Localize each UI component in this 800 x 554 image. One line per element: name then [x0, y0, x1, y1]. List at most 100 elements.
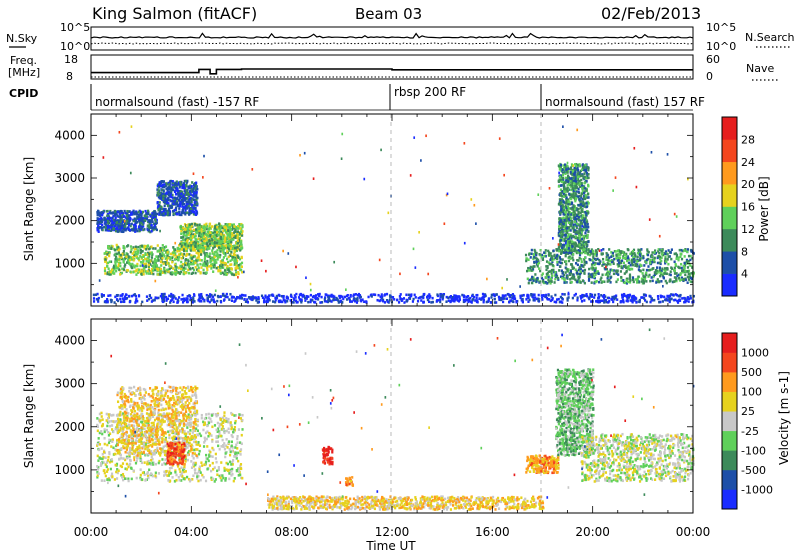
data-cell [146, 258, 149, 261]
data-cell [139, 251, 142, 255]
data-cell [576, 258, 579, 262]
data-cell [561, 258, 564, 261]
data-cell [109, 272, 112, 276]
data-cell [213, 230, 216, 234]
data-cell [161, 253, 165, 257]
data-cell [445, 295, 448, 299]
data-cell [631, 260, 634, 264]
data-cell [577, 234, 581, 237]
data-cell [374, 293, 377, 297]
data-cell [110, 219, 114, 222]
data-cell [587, 196, 590, 199]
data-cell [567, 202, 570, 206]
data-cell [647, 265, 650, 268]
data-cell [295, 292, 298, 296]
data-cell [560, 261, 564, 265]
data-cell [115, 257, 118, 261]
data-cell [587, 275, 590, 278]
data-cell [122, 224, 125, 227]
data-cell [185, 202, 188, 205]
data-cell [658, 261, 661, 265]
data-cell [108, 260, 111, 264]
data-cell [197, 249, 200, 252]
data-cell [186, 295, 189, 298]
data-cell [184, 271, 187, 275]
data-cell [157, 193, 160, 197]
data-cell [578, 272, 582, 276]
data-cell [96, 213, 99, 217]
data-cell [133, 223, 136, 227]
data-cell [631, 252, 634, 256]
data-cell [573, 249, 576, 253]
data-cell [581, 295, 584, 299]
data-cell [152, 247, 155, 250]
data-cell [429, 295, 432, 298]
data-cell [530, 252, 533, 256]
data-cell [122, 215, 126, 218]
data-cell [191, 235, 194, 238]
data-cell [232, 273, 236, 277]
data-cell [112, 269, 115, 272]
data-cell [581, 167, 584, 171]
data-cell [234, 228, 237, 232]
data-cell [137, 245, 140, 249]
data-cell [209, 295, 212, 298]
data-cell [241, 270, 244, 274]
data-cell [627, 267, 630, 271]
data-cell [171, 199, 174, 203]
data-cell [594, 262, 597, 265]
data-cell [312, 294, 315, 298]
data-cell [472, 298, 475, 301]
data-cell [158, 213, 161, 216]
data-cell [565, 208, 569, 212]
data-cell [573, 210, 576, 214]
data-cell [188, 241, 191, 245]
data-cell [636, 255, 639, 259]
data-cell [592, 250, 595, 253]
data-cell [627, 296, 631, 299]
data-cell [599, 260, 602, 263]
data-cell [447, 296, 450, 300]
data-cell [552, 268, 555, 272]
data-cell [633, 299, 636, 302]
data-cell [567, 167, 570, 170]
data-cell [559, 300, 563, 304]
data-cell [417, 296, 420, 300]
data-cell [134, 299, 138, 302]
data-cell [172, 300, 175, 304]
data-cell [601, 280, 604, 283]
data-cell [119, 261, 122, 265]
data-cell [579, 294, 582, 298]
data-cell [198, 223, 201, 227]
data-cell [119, 224, 122, 228]
data-cell [162, 180, 165, 183]
data-cell [150, 271, 154, 275]
data-cell [128, 219, 132, 222]
data-cell [223, 247, 226, 250]
data-cell [422, 296, 425, 300]
data-cell [497, 295, 501, 299]
data-cell [581, 186, 584, 190]
data-cell [185, 234, 189, 237]
data-cell [180, 236, 183, 239]
data-cell [167, 204, 170, 208]
data-cell [656, 271, 659, 275]
data-cell [542, 293, 545, 297]
data-cell [573, 166, 576, 170]
data-cell [206, 253, 209, 256]
data-cell [120, 230, 123, 233]
data-cell [184, 259, 187, 262]
data-cell [176, 256, 179, 259]
data-cell [642, 293, 646, 296]
data-cell [553, 257, 556, 261]
data-cell [144, 264, 147, 268]
data-cell [637, 268, 640, 271]
data-cell [307, 295, 310, 298]
data-cell [128, 262, 131, 266]
data-cell [567, 211, 570, 214]
data-cell [99, 211, 102, 215]
data-cell [527, 269, 531, 272]
data-cell [660, 250, 663, 253]
data-cell [689, 276, 693, 280]
data-cell [215, 228, 218, 232]
